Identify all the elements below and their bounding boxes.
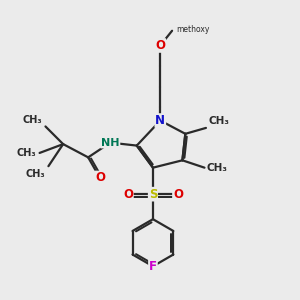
Text: O: O xyxy=(95,172,105,184)
Text: S: S xyxy=(149,188,157,201)
Text: CH₃: CH₃ xyxy=(26,169,46,179)
Text: NH: NH xyxy=(101,138,119,148)
Text: N: N xyxy=(155,114,165,127)
Text: CH₃: CH₃ xyxy=(16,148,36,158)
Text: CH₃: CH₃ xyxy=(207,163,228,173)
Text: CH₃: CH₃ xyxy=(22,115,42,125)
Text: O: O xyxy=(123,188,133,201)
Text: O: O xyxy=(155,39,165,52)
Text: F: F xyxy=(149,260,157,273)
Text: CH₃: CH₃ xyxy=(208,116,229,126)
Text: O: O xyxy=(173,188,183,201)
Text: methoxy: methoxy xyxy=(176,25,210,34)
